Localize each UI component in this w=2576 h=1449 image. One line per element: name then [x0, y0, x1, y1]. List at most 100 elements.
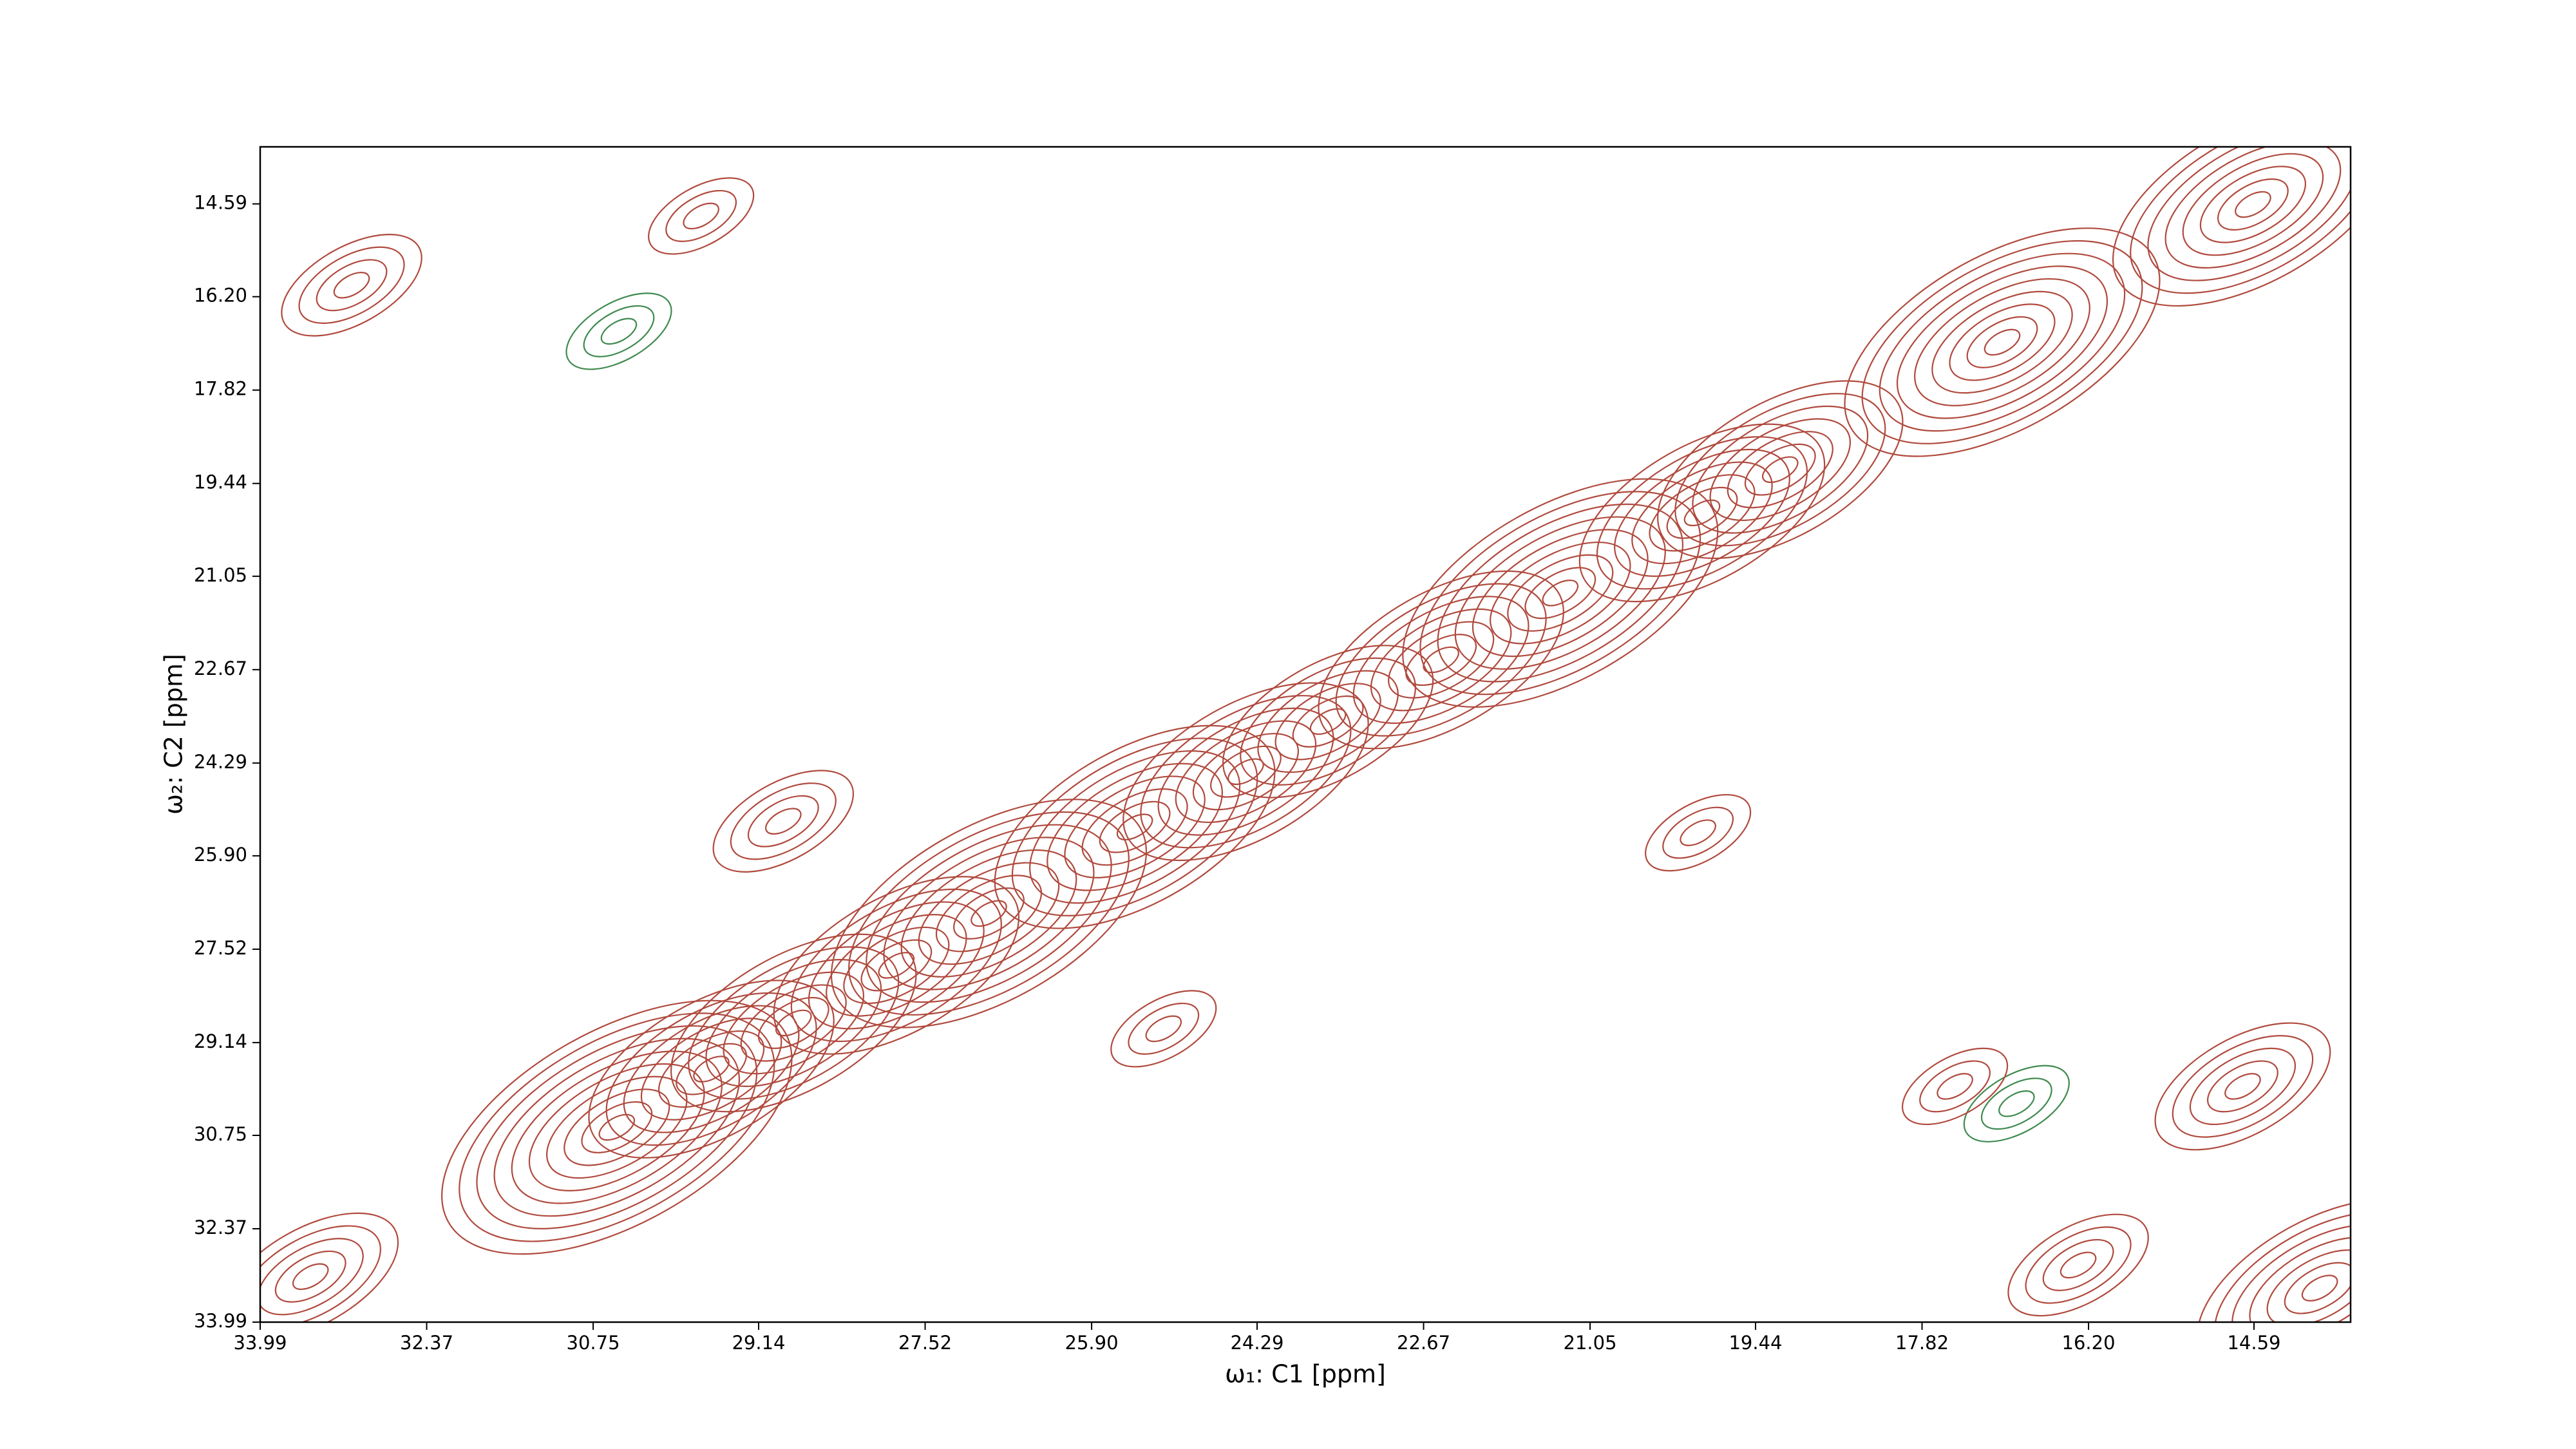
contour-line [588, 980, 835, 1159]
contour-line [1064, 775, 1206, 878]
x-tick-label: 30.75 [567, 1332, 620, 1354]
contour-line [953, 887, 1025, 940]
contour-line [1110, 990, 1217, 1068]
contour-line [1240, 657, 1417, 786]
contour-line [712, 770, 855, 873]
contour-line [564, 1088, 670, 1166]
y-tick-label: 17.82 [194, 378, 247, 400]
contour-line [1352, 596, 1530, 724]
contour-line [900, 849, 1077, 978]
contour-line [1388, 621, 1495, 699]
contour-line [918, 862, 1060, 965]
contour-line [2182, 153, 2324, 256]
contour-line [2266, 1249, 2351, 1322]
contour-line [971, 900, 1007, 927]
contour-line [1578, 423, 1826, 603]
contour-line [723, 971, 865, 1075]
contour-line [1919, 1060, 1991, 1113]
y-tick-label: 14.59 [194, 192, 247, 214]
contour-line [826, 914, 967, 1017]
contour-line [1998, 1090, 2035, 1117]
contour-line [1896, 265, 2108, 419]
contour-line [2207, 1060, 2278, 1113]
contour-line [2301, 1274, 2338, 1302]
contour-line [1370, 608, 1512, 712]
contour-line [2235, 191, 2271, 218]
contour-line [1402, 478, 1719, 708]
contour-line [1931, 290, 2073, 394]
x-tick-label: 19.44 [1728, 1332, 1782, 1354]
contour-line [2284, 1262, 2351, 1314]
contour-line [1966, 316, 2038, 368]
contour-line [1762, 456, 1799, 484]
contour-line [1145, 1015, 1182, 1043]
contour-line [1423, 646, 1459, 674]
contour-line [2025, 1226, 2132, 1304]
x-tick-label: 16.20 [2062, 1332, 2116, 1354]
contour-line [1140, 695, 1352, 849]
contour-line [1335, 583, 1547, 737]
contour-line [1309, 708, 1347, 735]
contour-line [511, 1050, 723, 1204]
contour-line [1666, 486, 1738, 539]
contour-line [2199, 166, 2306, 243]
contour-line [1914, 278, 2090, 406]
contour-line [1692, 405, 1869, 534]
contour-line [1157, 707, 1334, 836]
contour-line [790, 888, 1002, 1043]
contour-line [2130, 147, 2351, 294]
contour-line [830, 799, 1148, 1028]
contour-line [1257, 670, 1399, 773]
contour-line [583, 305, 655, 357]
contour-line [1011, 737, 1258, 916]
contour-line [2231, 1224, 2351, 1322]
contour-line [1844, 227, 2161, 457]
contour-line [1937, 1073, 1973, 1100]
contour-line [676, 1043, 748, 1095]
contour-line [773, 876, 1020, 1055]
contour-line [493, 1037, 741, 1217]
y-tick-label: 22.67 [194, 658, 247, 679]
x-tick-label: 22.67 [1397, 1332, 1450, 1354]
contour-line [1645, 793, 1752, 872]
contour-line [1099, 800, 1171, 853]
y-tick-label: 27.52 [194, 937, 247, 959]
contour-line [866, 824, 1112, 1003]
contour-line [2060, 1251, 2097, 1279]
contour-line [1596, 436, 1808, 590]
contour-line [747, 795, 819, 848]
contour-line [860, 939, 933, 992]
contour-line [1454, 516, 1666, 670]
y-tick-label: 24.29 [194, 751, 247, 773]
contour-line [1405, 634, 1477, 687]
contour-line [1524, 567, 1596, 620]
contour-line [693, 1056, 730, 1083]
contour-line [1649, 474, 1756, 552]
contour-line [600, 317, 638, 345]
contour-line [1674, 393, 1886, 547]
contour-line [883, 837, 1095, 990]
contour-line [1980, 1077, 2052, 1130]
contour-line [292, 1263, 329, 1291]
contour-line [2042, 1238, 2114, 1291]
contour-line [2189, 1047, 2297, 1126]
y-tick-label: 33.99 [194, 1310, 247, 1332]
contour-line [476, 1025, 758, 1229]
contour-line [623, 1005, 800, 1133]
contour-line [1984, 328, 2021, 356]
contour-line [757, 997, 829, 1049]
contour-line [705, 958, 882, 1087]
contour-line [848, 811, 1130, 1016]
contour-line [658, 1030, 765, 1108]
x-tick-label: 14.59 [2227, 1332, 2280, 1354]
contour-line [1683, 499, 1721, 527]
contour-line [670, 933, 917, 1113]
contour-line [1222, 645, 1434, 799]
contour-line [333, 272, 370, 299]
contour-line [2214, 1211, 2351, 1322]
contour-line [598, 1113, 636, 1141]
contour-line [459, 1012, 775, 1242]
contour-line [775, 1009, 812, 1037]
contour-line [2196, 1198, 2351, 1322]
contour-line [878, 952, 915, 979]
